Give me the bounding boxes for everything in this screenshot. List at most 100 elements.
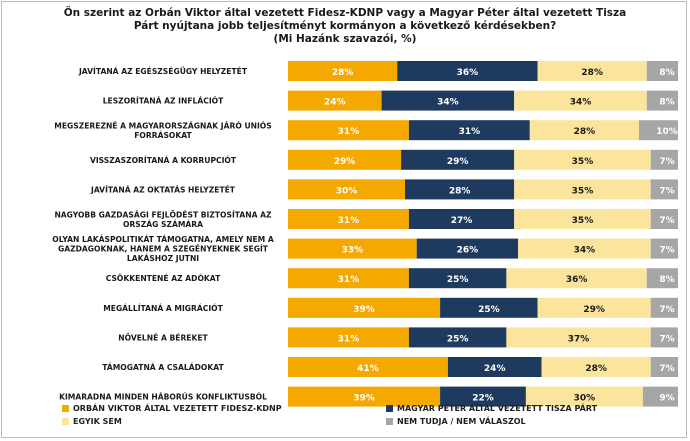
category-label-7-line-1: OLYAN LAKÁSPOLITIKÁT TÁMOGATNA, AMELY NE… [52,235,274,244]
bar-fidesz-8 [288,268,409,289]
category-label-7-line-2: GAZDAGOKNAK, HANEM A SZEGÉNYEKNEK SEGÍT [58,245,269,254]
legend-label-egyik-sem: EGYIK SEM [73,417,122,426]
bar-egyik-sem-8 [506,268,647,289]
bar-nem-tudja-7 [650,238,678,259]
bar-egyik-sem-9 [537,297,651,318]
value-label-egyik-sem-12: 30% [574,394,596,404]
value-label-egyik-sem-8: 36% [566,275,588,285]
value-label-fidesz-7: 33% [342,246,364,256]
bar-fidesz-4 [288,149,402,170]
bar-egyik-sem-2 [514,90,647,111]
value-label-nem-tudja-5: 7% [659,186,674,196]
bar-tisza-2 [381,90,515,111]
legend-label-fidesz: ORBÁN VIKTOR ÁLTAL VEZETETT FIDESZ-KDNP [73,404,282,413]
title-line-3: (Mi Hazánk szavazói, %) [273,33,417,45]
value-label-nem-tudja-2: 8% [659,98,674,108]
value-label-egyik-sem-11: 28% [585,364,607,374]
bar-nem-tudja-1 [646,61,678,81]
value-label-tisza-4: 29% [447,157,469,167]
legend-swatch-tisza [386,405,393,412]
bar-egyik-sem-7 [518,238,651,259]
bar-egyik-sem-5 [514,179,651,200]
value-label-egyik-sem-3: 28% [574,127,596,137]
bar-nem-tudja-6 [650,209,678,229]
value-label-tisza-10: 25% [447,334,469,344]
legend-item-tisza: MAGYAR PÉTER ÁLTAL VEZETETT TISZA PÁRT [386,404,597,413]
category-label-2: LESZORÍTANÁ AZ INFLÁCIÓT [103,97,224,106]
category-label-4: VISSZASZORÍTANÁ A KORRUPCIÓT [90,156,237,165]
value-label-nem-tudja-9: 7% [659,305,674,315]
value-label-fidesz-3: 31% [338,127,360,137]
bar-nem-tudja-8 [646,268,678,289]
value-label-nem-tudja-11: 7% [659,364,674,374]
value-label-fidesz-9: 39% [353,305,375,315]
value-label-nem-tudja-7: 7% [659,246,674,256]
category-label-9: MEGÁLLÍTANÁ A MIGRÁCIÓT [103,304,223,313]
value-label-fidesz-1: 28% [332,68,354,78]
value-label-egyik-sem-4: 35% [572,157,594,167]
bar-egyik-sem-6 [514,209,651,229]
bar-fidesz-1 [288,61,398,81]
value-label-tisza-6: 27% [451,216,473,226]
legend-item-nem-tudja: NEM TUDJA / NEM VÁLASZOL [386,417,526,426]
bar-fidesz-10 [288,327,409,348]
category-label-12: KIMARADNA MINDEN HÁBORÚS KONFLIKTUSBÓL [59,393,267,402]
bar-nem-tudja-3 [639,120,678,141]
value-label-egyik-sem-10: 37% [568,334,590,344]
bar-nem-tudja-11 [650,357,678,377]
category-label-8: CSÖKKENTENÉ AZ ADÓKAT [106,274,221,283]
value-label-tisza-7: 26% [457,246,479,256]
value-label-tisza-1: 36% [457,68,479,78]
bar-nem-tudja-4 [650,149,678,170]
value-label-tisza-8: 25% [447,275,469,285]
bar-egyik-sem-11 [541,357,651,377]
chart-legend: ORBÁN VIKTOR ÁLTAL VEZETETT FIDESZ-KDNP … [62,404,662,434]
bar-nem-tudja-2 [646,90,678,111]
category-label-7-line-3: LAKÁSHOZ JUTNI [127,254,199,263]
bar-tisza-3 [408,120,530,141]
value-label-nem-tudja-3: 10% [656,127,678,137]
value-label-tisza-11: 24% [484,364,506,374]
value-label-nem-tudja-8: 8% [659,275,674,285]
bar-fidesz-2 [288,90,382,111]
bar-tisza-11 [447,357,542,377]
value-label-tisza-2: 34% [437,98,459,108]
value-label-tisza-12: 22% [472,394,494,404]
bar-egyik-sem-12 [525,386,643,407]
category-label-3-line-2: FORRÁSOKAT [134,131,192,140]
bar-tisza-9 [440,297,538,318]
value-label-egyik-sem-5: 35% [572,186,594,196]
value-label-egyik-sem-6: 35% [572,216,594,226]
bar-nem-tudja-12 [642,386,678,407]
value-label-nem-tudja-4: 7% [659,157,674,167]
bar-nem-tudja-5 [650,179,678,200]
value-label-fidesz-6: 31% [338,216,360,226]
legend-swatch-nem-tudja [386,418,393,425]
bar-fidesz-9 [288,297,441,318]
value-label-tisza-9: 25% [478,305,500,315]
bar-tisza-5 [405,179,515,200]
bar-nem-tudja-10 [650,327,678,348]
bar-tisza-7 [416,238,519,259]
bar-fidesz-5 [288,179,405,200]
bar-tisza-1 [397,61,538,81]
bar-egyik-sem-10 [506,327,651,348]
bar-fidesz-6 [288,209,409,229]
title-line-1: Ön szerint az Orbán Viktor által vezetet… [63,7,627,19]
value-label-fidesz-8: 31% [338,275,360,285]
category-label-3-line-1: MEGSZEREZNÉ A MAGYARORSZÁGNAK JÁRÓ UNIÓS [54,121,271,130]
chart-title: Ön szerint az Orbán Viktor által vezetet… [40,7,650,46]
value-label-nem-tudja-12: 9% [659,394,674,404]
legend-label-tisza: MAGYAR PÉTER ÁLTAL VEZETETT TISZA PÁRT [397,404,598,413]
legend-label-nem-tudja: NEM TUDJA / NEM VÁLASZOL [397,417,526,426]
value-label-fidesz-2: 24% [324,98,346,108]
bar-egyik-sem-3 [529,120,639,141]
bar-fidesz-11 [288,357,448,377]
bar-fidesz-12 [288,386,441,407]
bar-fidesz-7 [288,238,417,259]
value-label-nem-tudja-6: 7% [659,216,674,226]
bar-tisza-4 [401,149,515,170]
category-label-11: TÁMOGATNÁ A CSALÁDOKAT [102,363,224,372]
